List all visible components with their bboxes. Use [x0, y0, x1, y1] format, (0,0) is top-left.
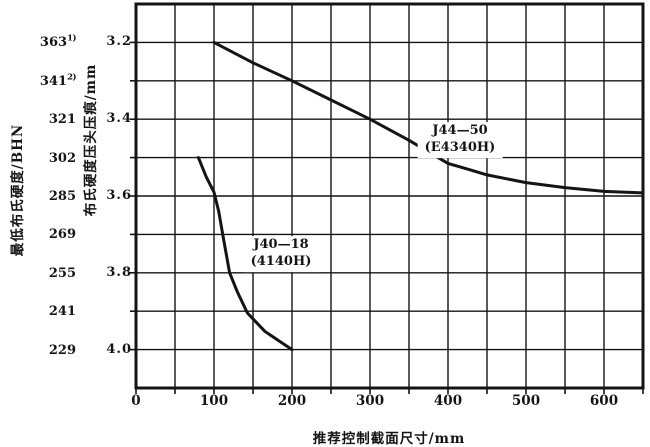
- x-tick-label: 500: [511, 393, 541, 409]
- curve-1: [196, 156, 294, 352]
- x-tick-label: 600: [589, 393, 619, 409]
- indentation-tick-label: 3.4: [106, 111, 132, 127]
- x-tick-label: 100: [199, 393, 229, 409]
- bhn-footnote-mark: 1): [67, 33, 76, 44]
- series-name: J44—50: [432, 123, 488, 139]
- plot-border: [134, 2, 645, 390]
- indentation-tick-label: 3.6: [106, 188, 132, 204]
- bhn-tick-label: 269: [28, 227, 76, 241]
- indentation-tick-label: 3.8: [106, 265, 132, 281]
- bhn-tick-label: 3412): [28, 72, 77, 89]
- x-tick-label: 0: [131, 393, 141, 409]
- bhn-tick-value: 341: [39, 73, 68, 89]
- x-tick-label: 300: [355, 393, 385, 409]
- y-axis-title-bhn: 最低布氏硬度/BHN: [10, 123, 26, 257]
- bhn-footnote-mark: 2): [67, 72, 76, 83]
- series-subname: (4140H): [250, 254, 312, 269]
- indentation-tick-label: 4.0: [106, 341, 132, 357]
- bhn-tick-value: 255: [48, 265, 76, 281]
- bhn-tick-value: 302: [48, 150, 76, 166]
- x-tick-label: 200: [277, 393, 307, 409]
- bhn-tick-value: 321: [48, 112, 76, 128]
- bhn-tick-label: 255: [28, 265, 76, 281]
- indentation-tick-label: 3.2: [106, 34, 132, 50]
- bhn-tick-value: 241: [48, 304, 76, 320]
- x-axis-title: 推荐控制截面尺寸/mm: [312, 431, 466, 447]
- bhn-tick-value: 229: [48, 342, 76, 358]
- series-label-j44-50: J44—50 (E4340H): [417, 122, 503, 158]
- bhn-tick-value: 285: [48, 188, 76, 204]
- series-subname: (E4340H): [424, 140, 496, 155]
- y-axis-title-indentation: 布氏硬度压头压痕/mm: [83, 63, 99, 217]
- bhn-tick-label: 229: [28, 342, 76, 356]
- bhn-tick-label: 321: [28, 112, 76, 126]
- bhn-tick-value: 269: [48, 227, 76, 243]
- series-label-j40-18: J40—18 (4140H): [243, 236, 319, 272]
- bhn-tick-label: 285: [28, 189, 76, 203]
- series-name: J40—18: [253, 237, 309, 253]
- bhn-tick-label: 241: [28, 304, 76, 318]
- x-tick-label: 400: [433, 393, 463, 409]
- bhn-tick-label: 3631): [28, 33, 77, 51]
- bhn-tick-value: 363: [39, 35, 68, 51]
- bhn-tick-label: 302: [28, 150, 76, 164]
- curve-0: [212, 40, 645, 195]
